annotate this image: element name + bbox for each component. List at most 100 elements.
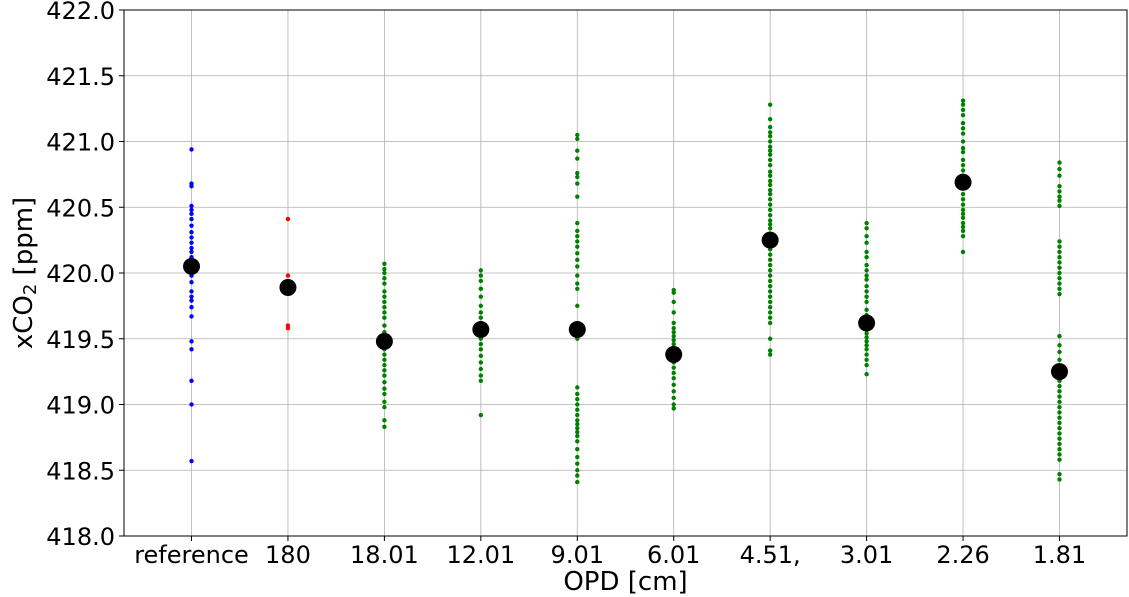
- data-point: [1057, 173, 1062, 178]
- data-point: [575, 429, 580, 435]
- data-point: [575, 425, 580, 431]
- data-point: [767, 134, 773, 139]
- data-point: [1057, 471, 1062, 477]
- data-point: [767, 182, 773, 188]
- data-point: [285, 326, 291, 331]
- data-point: [189, 339, 194, 344]
- data-point: [960, 202, 966, 207]
- x-tick-label: 4.51,: [740, 541, 801, 569]
- y-tick-label: 418.5: [46, 457, 115, 485]
- data-point: [767, 226, 773, 231]
- data-point: [575, 412, 580, 418]
- data-point: [767, 162, 773, 168]
- data-point: [671, 370, 676, 376]
- data-point: [189, 347, 194, 352]
- data-point: [864, 307, 869, 313]
- data-point: [189, 298, 194, 303]
- data-point: [767, 124, 773, 130]
- data-point: [960, 228, 966, 234]
- data-point: [671, 333, 676, 339]
- data-point: [767, 320, 773, 326]
- data-point: [285, 273, 291, 278]
- data-point: [1057, 431, 1062, 436]
- data-point: [864, 277, 869, 282]
- data-point: [575, 273, 580, 278]
- data-point: [767, 283, 773, 289]
- data-point: [575, 397, 580, 402]
- data-point: [767, 102, 773, 107]
- data-point: [189, 223, 194, 228]
- data-point: [189, 289, 194, 294]
- data-point: [671, 310, 676, 315]
- data-point: [575, 174, 580, 180]
- data-point: [382, 310, 387, 315]
- data-point: [189, 235, 194, 240]
- mean-marker: [761, 231, 779, 249]
- data-point: [767, 169, 773, 174]
- data-point: [864, 283, 869, 289]
- data-point: [864, 240, 869, 245]
- data-point: [1057, 415, 1062, 420]
- data-point: [1057, 452, 1062, 457]
- x-tick-label: 18.01: [350, 541, 419, 569]
- y-axis-ticks: 418.0 418.5 419.0 419.5 420.0 420.5 421.0 421.5…: [46, 0, 124, 551]
- data-point: [1057, 349, 1062, 355]
- data-point: [575, 233, 580, 239]
- data-point: [189, 207, 194, 213]
- data-point: [864, 339, 869, 344]
- data-point: [478, 412, 484, 418]
- data-point: [189, 249, 194, 255]
- y-axis-title-subscript: 2: [20, 284, 41, 295]
- data-point: [767, 348, 773, 353]
- data-point: [864, 299, 869, 305]
- data-point: [575, 473, 580, 478]
- data-points: [183, 98, 1068, 485]
- mean-marker: [954, 173, 972, 191]
- data-point: [960, 191, 966, 197]
- data-point: [478, 366, 484, 372]
- grid: [124, 9, 1127, 537]
- data-point: [1057, 194, 1062, 199]
- data-point: [1057, 184, 1062, 189]
- y-tick-label: 420.0: [46, 260, 115, 288]
- data-point: [382, 299, 387, 305]
- data-point: [767, 278, 773, 284]
- data-point: [478, 278, 484, 284]
- data-point: [671, 389, 676, 394]
- data-point: [382, 404, 387, 410]
- data-point: [767, 173, 773, 178]
- y-tick-label: 422.0: [46, 0, 115, 25]
- data-point: [864, 262, 869, 268]
- data-point: [382, 289, 387, 294]
- data-point: [575, 264, 580, 269]
- data-point: [382, 281, 387, 286]
- data-point: [671, 329, 676, 335]
- data-point: [671, 402, 676, 407]
- data-point: [864, 273, 869, 278]
- data-point: [767, 187, 773, 193]
- data-point: [1057, 270, 1062, 276]
- data-point: [382, 357, 387, 362]
- data-point: [1057, 333, 1062, 339]
- data-point: [1057, 477, 1062, 482]
- data-point: [382, 379, 387, 385]
- data-point: [285, 216, 291, 222]
- data-point: [382, 270, 387, 276]
- data-point: [575, 281, 580, 286]
- data-point: [767, 212, 773, 218]
- data-point: [864, 331, 869, 336]
- data-point: [382, 294, 387, 299]
- data-point: [478, 303, 484, 309]
- data-point: [575, 468, 580, 473]
- data-point: [767, 197, 773, 202]
- x-tick-label: 6.01: [647, 541, 700, 569]
- data-point: [1057, 198, 1062, 203]
- data-point: [575, 479, 580, 485]
- data-point: [671, 395, 676, 401]
- data-point: [767, 304, 773, 310]
- y-axis-title-suffix: [ppm]: [9, 197, 39, 284]
- data-point: [382, 386, 387, 391]
- x-tick-label: 180: [265, 541, 311, 569]
- x-tick-label: 1.81: [1033, 541, 1086, 569]
